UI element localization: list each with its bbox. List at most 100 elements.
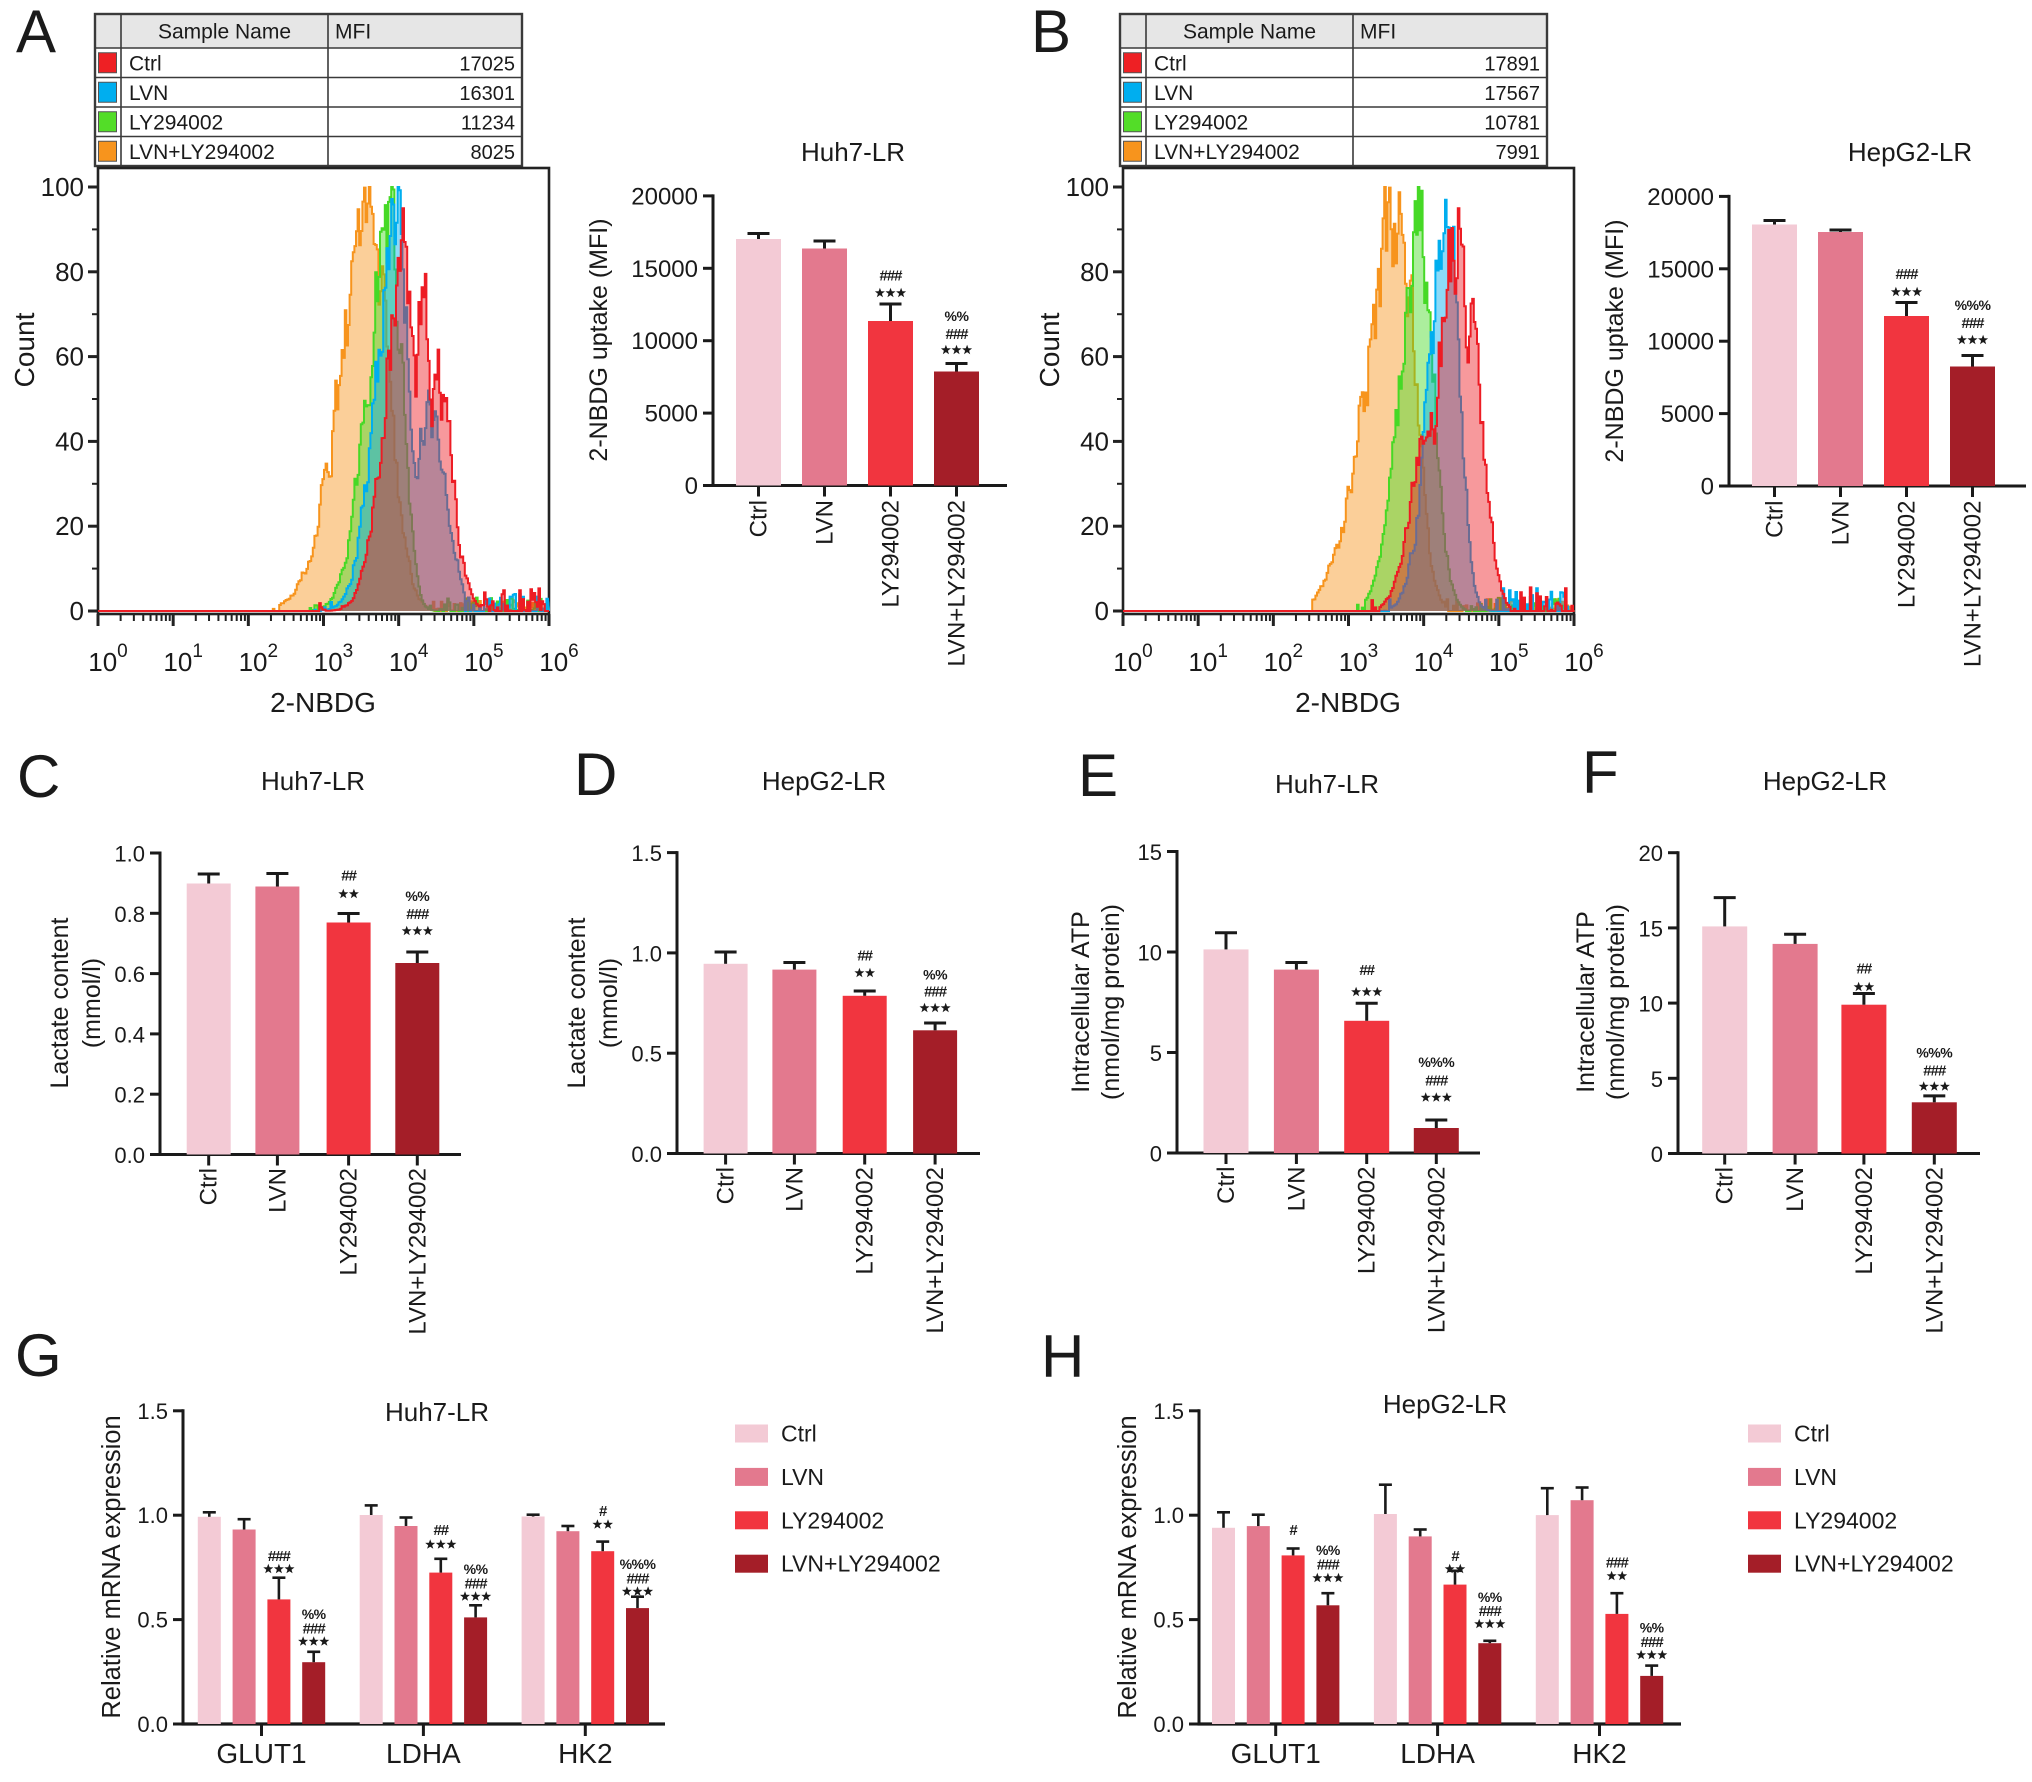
svg-text:LY294002: LY294002: [781, 1507, 884, 1533]
svg-text:Ctrl: Ctrl: [713, 1167, 740, 1204]
svg-text:15000: 15000: [1647, 256, 1714, 283]
svg-text:0: 0: [1150, 1142, 1162, 1167]
svg-text:##: ##: [341, 868, 357, 885]
svg-text:Count: Count: [9, 312, 40, 387]
svg-text:1.5: 1.5: [1153, 1399, 1184, 1424]
svg-text:LVN: LVN: [1154, 82, 1193, 105]
svg-text:##: ##: [1359, 962, 1375, 979]
svg-text:LDHA: LDHA: [1400, 1738, 1475, 1769]
svg-text:Intracellular ATP: Intracellular ATP: [1067, 911, 1095, 1093]
svg-text:Huh7-LR: Huh7-LR: [801, 137, 905, 167]
svg-text:LY294002: LY294002: [1894, 501, 1921, 609]
svg-text:Ctrl: Ctrl: [1762, 501, 1789, 538]
svg-text:#: #: [1289, 1522, 1298, 1539]
svg-text:LVN: LVN: [781, 1464, 824, 1490]
svg-text:15: 15: [1138, 840, 1162, 865]
svg-text:%%: %%: [302, 1606, 327, 1622]
svg-text:HepG2-LR: HepG2-LR: [1383, 1389, 1507, 1419]
svg-text:LY294002: LY294002: [1794, 1507, 1897, 1533]
svg-text:LVN: LVN: [1283, 1167, 1310, 1212]
svg-text:Ctrl: Ctrl: [1213, 1167, 1240, 1204]
svg-text:Ctrl: Ctrl: [1794, 1421, 1830, 1447]
svg-text:0.6: 0.6: [114, 962, 145, 987]
svg-text:###: ###: [879, 268, 903, 285]
svg-text:E: E: [1078, 742, 1118, 809]
svg-text:0.0: 0.0: [114, 1143, 145, 1168]
svg-text:5000: 5000: [645, 401, 698, 428]
svg-text:(nmol/mg protein): (nmol/mg protein): [1602, 904, 1630, 1100]
svg-text:20: 20: [1080, 511, 1109, 541]
svg-text:LVN: LVN: [1782, 1167, 1809, 1212]
svg-text:Relative mRNA expression: Relative mRNA expression: [1114, 1415, 1142, 1718]
svg-text:15: 15: [1639, 916, 1663, 941]
svg-text:20000: 20000: [631, 183, 698, 210]
svg-text:LVN+LY294002: LVN+LY294002: [1960, 501, 1987, 668]
svg-text:LVN: LVN: [1828, 501, 1855, 546]
svg-text:MFI: MFI: [1360, 21, 1396, 44]
svg-text:%%: %%: [1478, 1589, 1503, 1605]
svg-text:Count: Count: [1034, 312, 1065, 387]
svg-text:104: 104: [389, 641, 429, 677]
svg-text:##: ##: [857, 948, 873, 965]
svg-text:Lactate content: Lactate content: [563, 917, 591, 1088]
svg-text:LVN+LY294002: LVN+LY294002: [1921, 1167, 1948, 1334]
svg-text:%%: %%: [945, 308, 970, 324]
svg-text:Ctrl: Ctrl: [781, 1421, 817, 1447]
svg-text:###: ###: [945, 326, 969, 343]
svg-text:GLUT1: GLUT1: [1231, 1738, 1321, 1769]
svg-text:7991: 7991: [1496, 142, 1541, 164]
svg-text:LVN+LY294002: LVN+LY294002: [129, 141, 275, 164]
svg-text:Huh7-LR: Huh7-LR: [1275, 769, 1379, 799]
svg-text:LVN+LY294002: LVN+LY294002: [944, 500, 971, 667]
svg-text:60: 60: [55, 342, 84, 372]
svg-text:40: 40: [55, 426, 84, 456]
svg-text:100: 100: [1066, 172, 1109, 202]
svg-text:###: ###: [924, 984, 948, 1001]
svg-text:2-NBDG: 2-NBDG: [1295, 687, 1401, 718]
svg-text:MFI: MFI: [335, 21, 371, 44]
svg-text:%%: %%: [1640, 1620, 1665, 1636]
svg-text:###: ###: [406, 906, 430, 923]
svg-text:Huh7-LR: Huh7-LR: [385, 1397, 489, 1427]
svg-text:1.0: 1.0: [631, 941, 662, 966]
svg-text:0.2: 0.2: [114, 1083, 145, 1108]
svg-text:0.8: 0.8: [114, 902, 145, 927]
svg-text:LY294002: LY294002: [852, 1167, 879, 1275]
svg-text:###: ###: [303, 1621, 327, 1638]
svg-text:LY294002: LY294002: [1154, 111, 1248, 134]
svg-text:###: ###: [1425, 1073, 1449, 1090]
svg-text:#: #: [1451, 1548, 1460, 1565]
svg-text:LVN: LVN: [1794, 1464, 1837, 1490]
svg-text:10000: 10000: [1647, 329, 1714, 356]
svg-text:0: 0: [685, 473, 698, 500]
svg-text:80: 80: [55, 257, 84, 287]
svg-text:16301: 16301: [459, 83, 515, 105]
svg-text:1.5: 1.5: [631, 841, 662, 866]
svg-text:0.0: 0.0: [1153, 1712, 1184, 1737]
svg-text:HepG2-LR: HepG2-LR: [1848, 137, 1972, 167]
svg-text:20000: 20000: [1647, 184, 1714, 211]
svg-text:Ctrl: Ctrl: [746, 500, 773, 537]
svg-text:LVN+LY294002: LVN+LY294002: [922, 1167, 949, 1334]
svg-text:LY294002: LY294002: [336, 1168, 363, 1276]
svg-text:LVN: LVN: [812, 500, 839, 545]
svg-text:###: ###: [1923, 1063, 1947, 1080]
svg-text:Sample Name: Sample Name: [158, 21, 291, 44]
svg-text:11234: 11234: [461, 112, 515, 134]
svg-text:A: A: [16, 0, 56, 65]
svg-text:2-NBDG uptake (MFI): 2-NBDG uptake (MFI): [585, 218, 613, 461]
svg-text:###: ###: [1317, 1557, 1341, 1574]
svg-text:#: #: [599, 1503, 608, 1520]
svg-text:(mmol/l): (mmol/l): [595, 958, 623, 1048]
svg-text:###: ###: [1895, 266, 1919, 283]
svg-text:%%: %%: [923, 967, 948, 983]
svg-text:LVN+LY294002: LVN+LY294002: [1794, 1551, 1954, 1577]
svg-text:8025: 8025: [471, 142, 516, 164]
svg-text:%%%: %%%: [620, 1556, 657, 1572]
svg-text:Ctrl: Ctrl: [196, 1168, 223, 1205]
svg-text:F: F: [1582, 739, 1619, 806]
svg-text:LY294002: LY294002: [129, 111, 223, 134]
svg-text:###: ###: [1606, 1555, 1630, 1572]
svg-text:%%%: %%%: [1955, 297, 1992, 313]
svg-text:LVN+LY294002: LVN+LY294002: [781, 1551, 941, 1577]
